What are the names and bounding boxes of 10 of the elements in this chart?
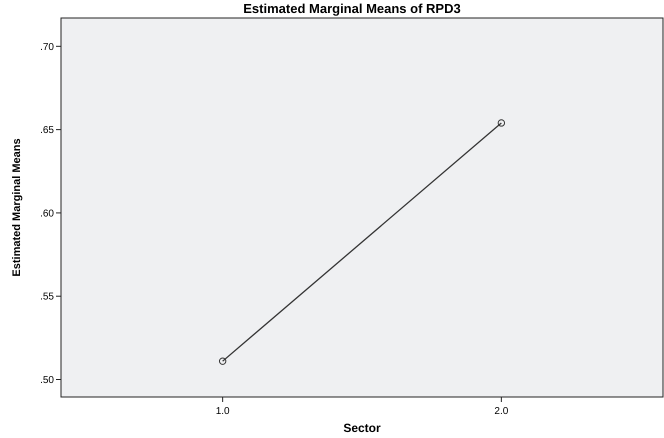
x-tick-label: 2.0 (494, 406, 509, 417)
x-tick-label: 1.0 (216, 406, 230, 417)
y-axis-title: Estimated Marginal Means (11, 138, 23, 277)
y-tick-label: .65 (40, 125, 54, 136)
y-tick-label: .70 (40, 42, 54, 53)
x-axis-title: Sector (343, 421, 381, 435)
chart-title: Estimated Marginal Means of RPD3 (243, 1, 461, 16)
y-tick-label: .50 (40, 375, 54, 386)
y-tick-label: .55 (40, 292, 54, 303)
y-tick-label: .60 (40, 208, 54, 220)
